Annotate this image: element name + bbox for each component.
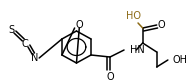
Text: OH: OH	[173, 55, 187, 65]
Text: S: S	[8, 25, 14, 35]
Text: HO: HO	[126, 11, 141, 21]
Text: HN: HN	[130, 45, 144, 55]
Text: C: C	[22, 39, 29, 49]
Text: O: O	[75, 20, 83, 30]
Text: O: O	[106, 72, 114, 82]
Text: O: O	[158, 20, 165, 30]
Text: N: N	[31, 53, 38, 63]
